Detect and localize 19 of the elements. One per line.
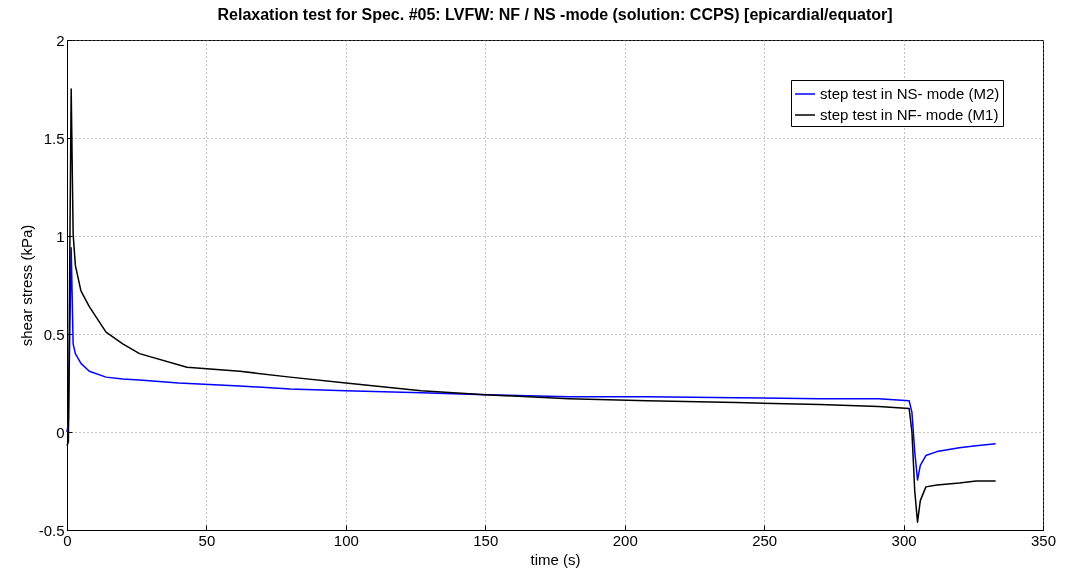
y-tick-label: 0 xyxy=(56,423,65,441)
y-tick-label: -0.5 xyxy=(38,521,65,539)
y-tick-label: 2 xyxy=(56,31,65,49)
legend-label: step test in NS- mode (M2) xyxy=(820,85,1000,102)
x-tick-label: 250 xyxy=(752,531,778,549)
x-tick-label: 50 xyxy=(198,531,216,549)
y-tick-label: 1 xyxy=(56,227,65,245)
x-tick-label: 100 xyxy=(333,531,359,549)
x-tick-label: 350 xyxy=(1030,531,1057,549)
y-tick-label: 0.5 xyxy=(43,325,65,343)
chart-title: Relaxation test for Spec. #05: LVFW: NF / NS -mode (solution: CCPS) [epicardial/equator] xyxy=(217,6,893,23)
legend-label: step test in NF- mode (M1) xyxy=(820,106,999,123)
line-series xyxy=(66,247,997,481)
y-tick-label: 1.5 xyxy=(43,129,65,147)
x-tick-label: 200 xyxy=(612,531,638,549)
y-axis-title: shear stress (kPa) xyxy=(17,224,35,347)
x-tick-label: 300 xyxy=(891,531,917,549)
x-tick-label: 150 xyxy=(473,531,499,549)
x-axis-title: time (s) xyxy=(530,550,581,568)
